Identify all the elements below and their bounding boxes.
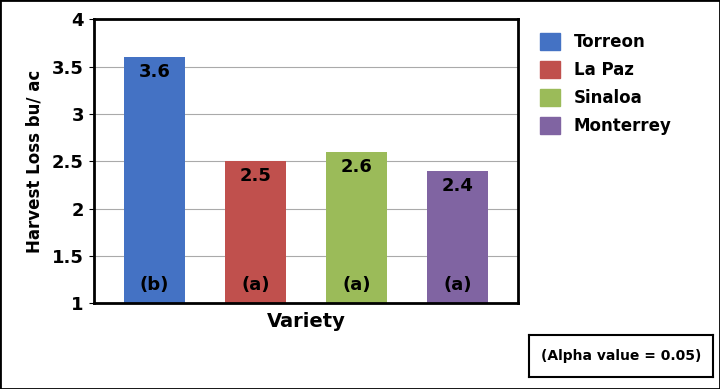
Text: 3.6: 3.6 bbox=[138, 63, 170, 81]
X-axis label: Variety: Variety bbox=[266, 312, 346, 331]
Text: 2.4: 2.4 bbox=[442, 177, 474, 194]
Text: 2.6: 2.6 bbox=[341, 158, 372, 176]
Bar bbox=[428, 171, 488, 303]
Text: (a): (a) bbox=[342, 276, 371, 294]
Text: (a): (a) bbox=[444, 276, 472, 294]
Text: (b): (b) bbox=[140, 276, 169, 294]
Legend: Torreon, La Paz, Sinaloa, Monterrey: Torreon, La Paz, Sinaloa, Monterrey bbox=[535, 28, 676, 140]
Bar bbox=[124, 57, 184, 303]
Bar bbox=[326, 152, 387, 303]
Text: 2.5: 2.5 bbox=[240, 167, 271, 185]
Bar bbox=[225, 161, 286, 303]
Text: (a): (a) bbox=[241, 276, 270, 294]
Y-axis label: Harvest Loss bu/ ac: Harvest Loss bu/ ac bbox=[26, 70, 44, 253]
Text: (Alpha value = 0.05): (Alpha value = 0.05) bbox=[541, 349, 701, 363]
